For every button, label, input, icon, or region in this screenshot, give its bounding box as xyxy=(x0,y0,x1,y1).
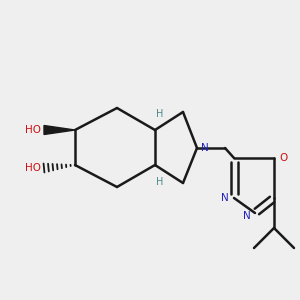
Text: H: H xyxy=(156,177,164,187)
Text: N: N xyxy=(221,193,229,203)
Text: HO: HO xyxy=(25,125,41,135)
Text: N: N xyxy=(201,143,209,153)
Text: H: H xyxy=(156,109,164,119)
Text: HO: HO xyxy=(25,163,41,173)
Text: N: N xyxy=(243,211,251,221)
Text: O: O xyxy=(279,153,287,163)
Polygon shape xyxy=(44,125,75,134)
